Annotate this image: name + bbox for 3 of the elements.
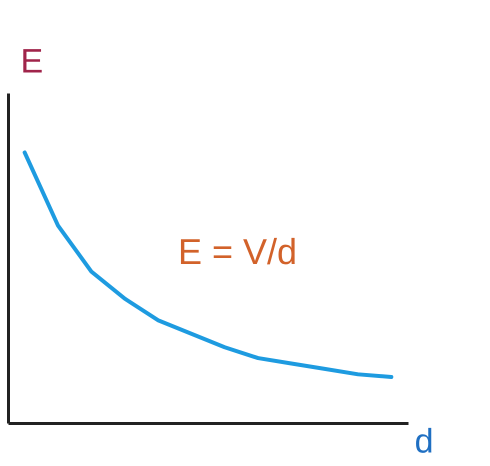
x-axis-title: d (414, 422, 434, 460)
annotation: E = V/d (178, 231, 298, 272)
y-axis-title: E (20, 42, 44, 80)
